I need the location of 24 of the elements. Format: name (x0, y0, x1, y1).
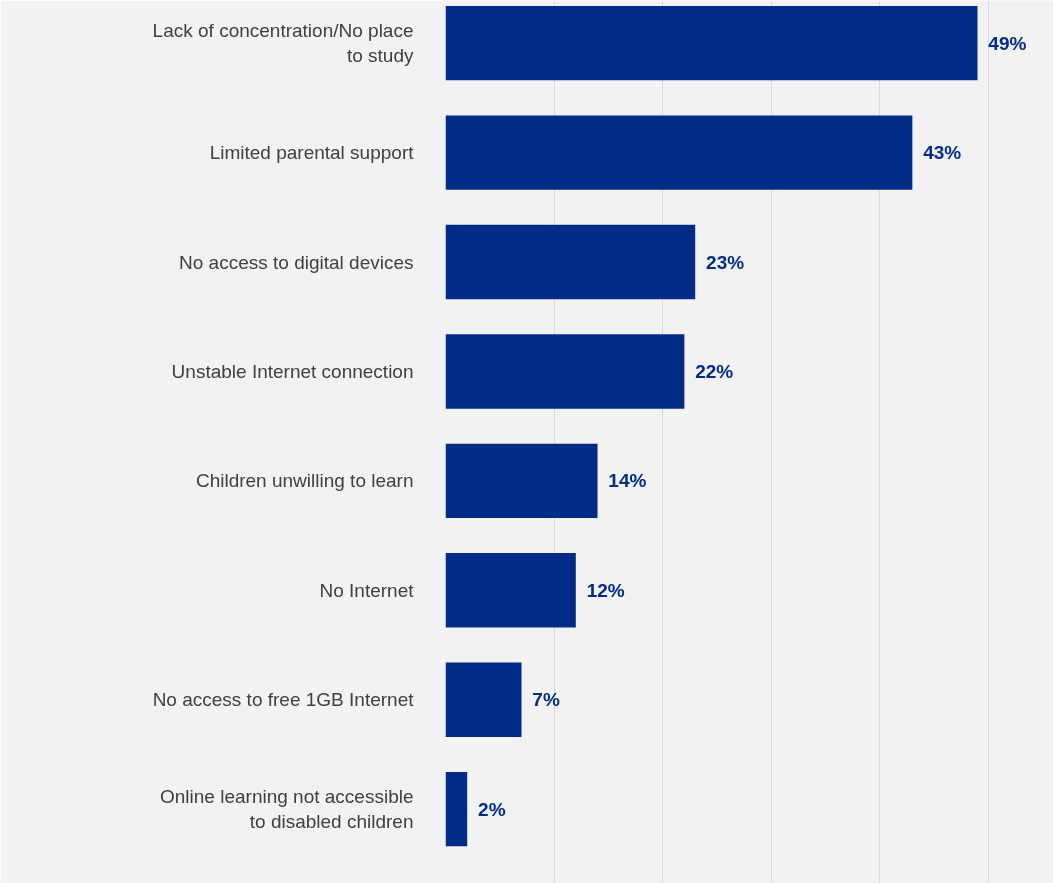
data-label: 43% (923, 142, 962, 164)
y-tick-label: Lack of concentration/No place to study (152, 20, 414, 67)
data-label: 2% (478, 798, 506, 820)
y-tick-label: No Internet (319, 579, 415, 601)
bar (445, 553, 576, 628)
bar (445, 115, 913, 190)
y-tick-label: No access to digital devices (179, 251, 414, 273)
bar (445, 443, 598, 519)
data-label: 23% (706, 251, 745, 273)
bar (445, 771, 468, 847)
y-tick-label: Children unwilling to learn (195, 470, 414, 492)
data-label: 7% (532, 689, 560, 711)
y-tick-label: Limited parental support (209, 142, 415, 164)
data-label: 14% (608, 470, 647, 492)
bar (445, 5, 978, 81)
data-label: 49% (988, 32, 1027, 54)
bar (445, 662, 522, 737)
y-tick-label: Online learning not accessible to disabled children (160, 786, 414, 833)
data-label: 12% (586, 579, 625, 601)
bar (445, 334, 685, 409)
y-tick-label: No access to free 1GB Internet (152, 689, 415, 711)
data-label: 22% (695, 360, 734, 382)
y-tick-label: Unstable Internet connection (171, 360, 414, 382)
bar (445, 224, 696, 300)
